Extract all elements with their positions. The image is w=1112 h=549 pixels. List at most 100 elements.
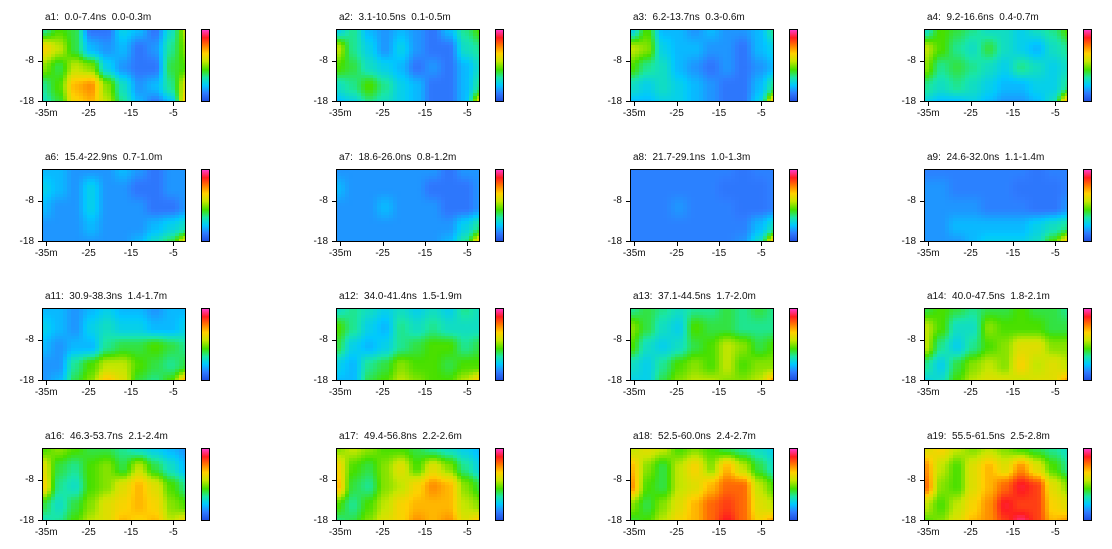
heatmap-cell (941, 99, 946, 102)
y-tick-label: -18 (592, 96, 622, 107)
x-tick-mark (928, 102, 929, 106)
x-tick-mark (131, 242, 132, 246)
heatmap-cell (687, 99, 692, 102)
y-tick-label: -8 (886, 55, 916, 66)
y-tick-label: -18 (4, 236, 34, 247)
heatmap-cell (179, 239, 184, 242)
heatmap-cell (119, 239, 124, 242)
x-tick-label: -15 (113, 248, 149, 259)
heatmap-cell (961, 99, 966, 102)
heatmap-cell (79, 99, 84, 102)
heatmap-cell (647, 99, 652, 102)
y-tick-mark (38, 241, 42, 242)
heatmap-cell (91, 239, 96, 242)
y-tick-mark (920, 61, 924, 62)
x-tick-label: -15 (113, 108, 149, 119)
heatmap-cell (997, 99, 1002, 102)
heatmap-cell (473, 99, 478, 102)
x-tick-mark (634, 102, 635, 106)
heatmap-cell (357, 99, 362, 102)
x-tick-label: -15 (701, 108, 737, 119)
heatmap-cell (655, 99, 660, 102)
heatmap-cell (679, 99, 684, 102)
heatmap-cell (639, 99, 644, 102)
x-tick-label: -25 (659, 108, 695, 119)
heatmap-cell (1017, 99, 1022, 102)
heatmap-cell (55, 239, 60, 242)
x-tick-mark (719, 102, 720, 106)
y-tick-label: -8 (4, 55, 34, 66)
heatmap-cell (75, 99, 80, 102)
colorbar (201, 169, 210, 242)
heatmap-cell (957, 99, 962, 102)
heatmap-cell (437, 99, 442, 102)
heatmap-cell (441, 99, 446, 102)
heatmap-cell (103, 99, 108, 102)
y-tick-label: -18 (4, 96, 34, 107)
heatmap-cell (933, 99, 938, 102)
x-tick-mark (89, 242, 90, 246)
heatmap-cell (349, 99, 354, 102)
heatmap-cell (175, 239, 180, 242)
heatmap-cell (937, 99, 942, 102)
heatmap-cell (671, 99, 676, 102)
heatmap-cell (727, 99, 732, 102)
heatmap-cell (163, 99, 168, 102)
x-tick-label: -5 (449, 108, 485, 119)
y-tick-mark (332, 101, 336, 102)
colorbar (495, 29, 504, 102)
x-tick-mark (1055, 102, 1056, 106)
colorbar (1083, 29, 1092, 102)
heatmap-cell (711, 99, 716, 102)
heatmap-cell (175, 99, 180, 102)
heatmap-cell (47, 99, 52, 102)
panel-title: a6: 15.4-22.9ns 0.7-1.0m (45, 152, 162, 163)
x-tick-label: -5 (743, 108, 779, 119)
heatmap-cell (369, 99, 374, 102)
heatmap-panel: a3: 6.2-13.7ns 0.3-0.6m-8-18-35m-25-15-5 (588, 0, 818, 130)
heatmap-panel: a6: 15.4-22.9ns 0.7-1.0m-8-18-35m-25-15-… (0, 140, 230, 270)
heatmap-cells (925, 30, 1068, 102)
heatmap-cell (1049, 99, 1054, 102)
x-tick-label: -25 (71, 108, 107, 119)
colorbar (201, 29, 210, 102)
heatmap-cell (341, 99, 346, 102)
heatmap-plot (336, 29, 480, 102)
heatmap-cell (59, 99, 64, 102)
x-tick-label: -15 (995, 108, 1031, 119)
heatmap-cell (55, 99, 60, 102)
heatmap-cell (397, 99, 402, 102)
panel-title: a2: 3.1-10.5ns 0.1-0.5m (339, 12, 451, 23)
y-tick-label: -18 (298, 96, 328, 107)
x-tick-label: -35m (28, 248, 64, 259)
y-tick-label: -8 (298, 55, 328, 66)
heatmap-cell (155, 239, 160, 242)
x-tick-mark (467, 102, 468, 106)
heatmap-cell (99, 239, 104, 242)
x-tick-mark (677, 102, 678, 106)
heatmap-cell (739, 99, 744, 102)
heatmap-cell (79, 239, 84, 242)
heatmap-cell (135, 99, 140, 102)
heatmap-panel: a4: 9.2-16.6ns 0.4-0.7m-8-18-35m-25-15-5 (882, 0, 1112, 130)
heatmap-cell (949, 99, 954, 102)
x-tick-mark (173, 102, 174, 106)
heatmap-cell (453, 99, 458, 102)
heatmap-cell (667, 99, 672, 102)
x-tick-label: -15 (407, 108, 443, 119)
heatmap-cell (429, 99, 434, 102)
x-tick-mark (340, 102, 341, 106)
heatmap-cell (179, 99, 184, 102)
heatmap-cell (95, 239, 100, 242)
heatmap-cell (119, 99, 124, 102)
x-tick-mark (46, 242, 47, 246)
heatmap-plot (924, 29, 1068, 102)
heatmap-cell (771, 99, 774, 102)
heatmap-cell (989, 99, 994, 102)
heatmap-cell (651, 99, 656, 102)
heatmap-cell (143, 99, 148, 102)
heatmap-cell (147, 239, 152, 242)
heatmap-cell (63, 239, 68, 242)
heatmap-cell (477, 99, 480, 102)
